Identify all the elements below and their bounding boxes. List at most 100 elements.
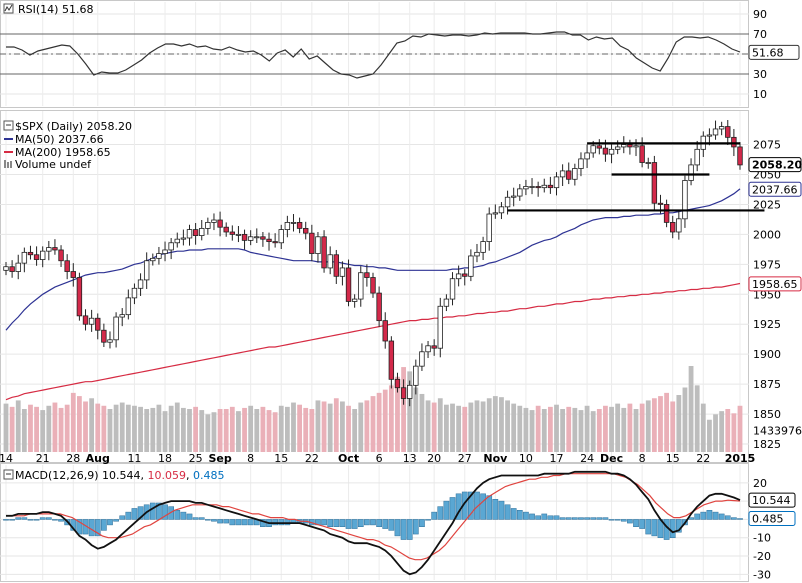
volume-bar bbox=[52, 402, 58, 452]
macd-histogram-bar bbox=[284, 519, 291, 526]
macd-histogram-bar bbox=[510, 508, 517, 520]
price-badge bbox=[748, 276, 802, 292]
candle-body bbox=[529, 186, 535, 188]
volume-bar bbox=[407, 371, 413, 452]
volume-bar bbox=[174, 402, 180, 452]
candle-body bbox=[113, 316, 119, 341]
volume-bar bbox=[645, 400, 651, 452]
volume-bar bbox=[535, 405, 541, 452]
macd-histogram-bar bbox=[76, 519, 83, 535]
candle-body bbox=[82, 315, 89, 325]
macd-histogram-bar bbox=[241, 519, 248, 526]
macd-line bbox=[6, 470, 741, 576]
volume-bar bbox=[511, 403, 517, 452]
macd-histogram-bar bbox=[645, 519, 652, 535]
candle-body bbox=[639, 145, 645, 163]
volume-bar bbox=[639, 403, 645, 452]
volume-bar bbox=[242, 407, 247, 452]
candle-body bbox=[33, 254, 40, 260]
candle-body bbox=[150, 257, 156, 262]
x-axis-label: Dec bbox=[600, 452, 623, 465]
macd-histogram-bar bbox=[168, 506, 175, 520]
candle-body bbox=[345, 267, 352, 302]
macd-histogram-bar bbox=[394, 519, 401, 537]
volume-bar bbox=[89, 398, 95, 452]
volume-bar bbox=[713, 414, 718, 452]
macd-histogram-bar bbox=[327, 519, 334, 527]
rsi-tick-label: 10 bbox=[753, 88, 767, 101]
macd-histogram-bar bbox=[247, 519, 254, 526]
macd-histogram-bar bbox=[614, 519, 621, 521]
volume-bar bbox=[395, 376, 400, 452]
candle-body bbox=[688, 164, 694, 181]
candle-body bbox=[162, 249, 168, 254]
price-badge-text: 1958.65 bbox=[752, 278, 798, 291]
candle-body bbox=[510, 195, 517, 198]
candle-body bbox=[663, 204, 670, 223]
volume-bar bbox=[633, 409, 639, 452]
volume-bar bbox=[229, 406, 235, 452]
volume-bar bbox=[700, 403, 706, 452]
volume-bar bbox=[707, 419, 712, 452]
price-last: 2058.20 bbox=[87, 120, 133, 133]
macd-histogram-bar bbox=[498, 500, 505, 520]
candle-body bbox=[394, 378, 401, 389]
x-axis-label: 10 bbox=[519, 452, 533, 465]
x-axis-label: 13 bbox=[403, 452, 417, 465]
macd-histogram-bar bbox=[718, 513, 725, 520]
volume-bar bbox=[590, 411, 596, 452]
volume-bar bbox=[462, 406, 468, 452]
candle-body bbox=[168, 242, 174, 251]
candle-body bbox=[143, 260, 150, 281]
macd-signal-value: 10.059 bbox=[148, 469, 187, 482]
volume-bar bbox=[119, 402, 125, 452]
candle-body bbox=[425, 345, 431, 353]
macd-histogram-bar bbox=[9, 519, 15, 521]
volume-bar bbox=[303, 407, 309, 452]
volume-bar bbox=[132, 405, 137, 452]
candle-body bbox=[657, 202, 664, 205]
candle-body bbox=[725, 126, 731, 138]
candle-body bbox=[712, 128, 719, 136]
candle-body bbox=[364, 272, 370, 278]
volume-bar bbox=[266, 410, 272, 452]
candle-body bbox=[572, 168, 578, 180]
candle-body bbox=[455, 273, 462, 280]
candle-body bbox=[731, 136, 737, 148]
x-axis-label: 6 bbox=[376, 452, 383, 465]
ma200-line bbox=[5, 282, 741, 401]
volume-bar bbox=[58, 407, 64, 452]
macd-histogram-bar bbox=[547, 515, 554, 520]
price-tick-label: 1875 bbox=[753, 378, 781, 391]
macd-histogram-bar bbox=[400, 519, 407, 540]
volume-bar bbox=[291, 402, 296, 452]
macd-histogram-bar bbox=[553, 515, 560, 520]
volume-bar bbox=[486, 398, 492, 452]
volume-layer bbox=[3, 366, 743, 452]
volume-bar bbox=[15, 400, 21, 452]
price-tick-label: 1975 bbox=[753, 258, 781, 271]
macd-histogram-bar bbox=[260, 519, 266, 527]
volume-bar bbox=[346, 405, 351, 452]
candle-body bbox=[437, 305, 443, 349]
volume-bar bbox=[297, 404, 302, 452]
candle-body bbox=[58, 249, 64, 262]
volume-bar bbox=[664, 392, 669, 452]
macd-histogram-bar bbox=[180, 511, 187, 520]
macd-histogram-bar bbox=[94, 519, 101, 537]
macd-histogram-bar bbox=[107, 519, 113, 526]
volume-bar bbox=[627, 403, 633, 452]
macd-signal-line bbox=[6, 473, 741, 561]
macd-histogram-bar bbox=[712, 511, 719, 520]
candle-body bbox=[486, 213, 492, 242]
candle-body bbox=[174, 238, 180, 244]
volume-bar bbox=[309, 409, 315, 452]
svg-text:MACD(12,26,9) 10.544, 10.059,: MACD(12,26,9) 10.544, 10.059, 0.485 bbox=[15, 469, 225, 482]
candle-body bbox=[468, 255, 474, 277]
rsi-tick-label: 70 bbox=[753, 28, 767, 41]
volume-bar bbox=[499, 397, 504, 452]
volume-bar bbox=[554, 404, 559, 452]
macd-histogram-bar bbox=[559, 517, 566, 520]
volume-bar bbox=[138, 406, 143, 452]
candle-body bbox=[229, 231, 236, 235]
